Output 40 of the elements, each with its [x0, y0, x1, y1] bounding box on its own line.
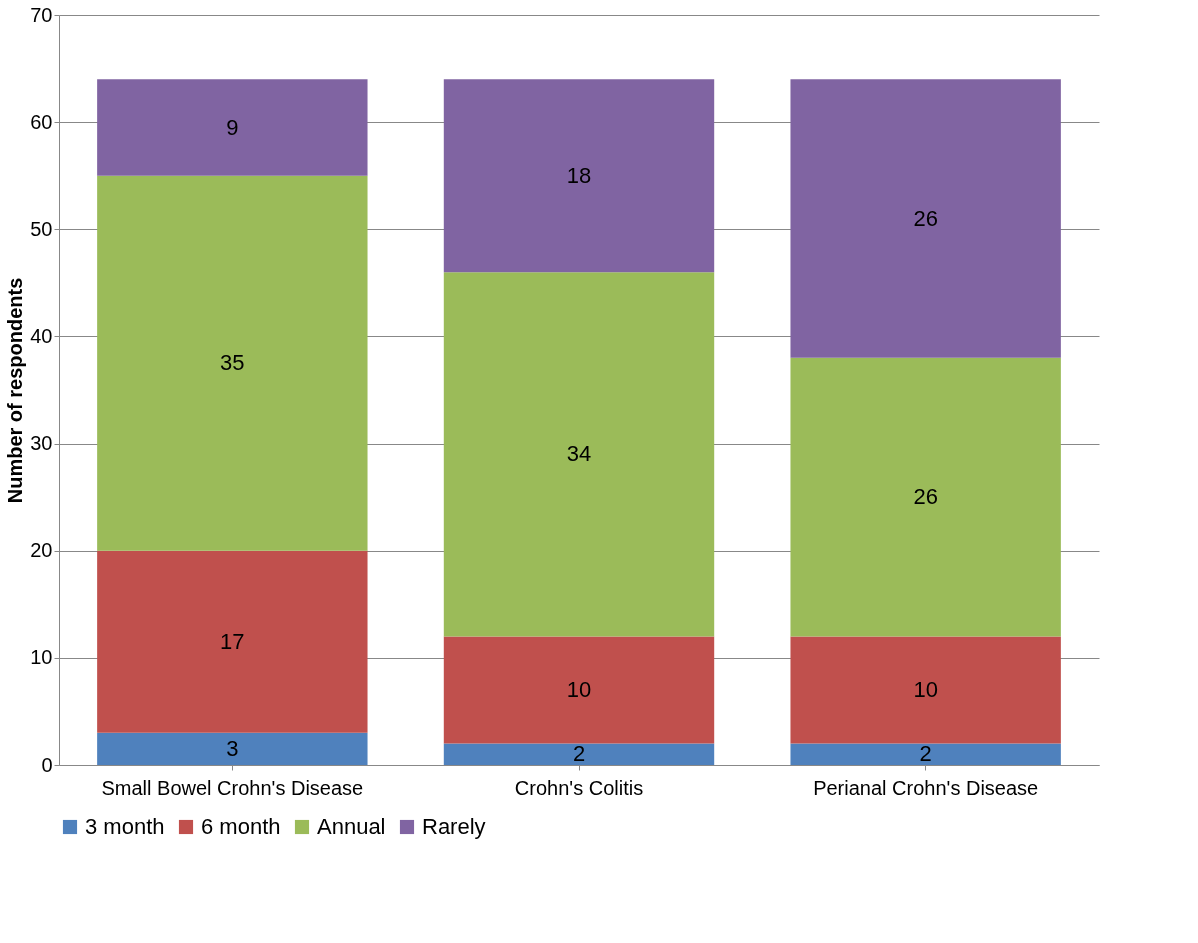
bar	[97, 175, 368, 551]
data-label: 10	[913, 677, 938, 702]
x-tick-label: Perianal Crohn's Disease	[813, 776, 1039, 799]
data-label: 18	[566, 162, 592, 188]
y-tick-label: 40	[30, 324, 53, 347]
bar	[790, 636, 1061, 744]
bar	[97, 550, 368, 733]
legend-label: 3 month	[85, 814, 165, 839]
bar	[790, 357, 1061, 637]
bar	[443, 636, 715, 744]
data-label: 26	[913, 484, 938, 510]
data-label: 9	[226, 114, 239, 140]
bar	[443, 272, 715, 637]
data-label: 17	[220, 628, 245, 654]
data-label: 26	[913, 205, 938, 231]
bar	[97, 79, 368, 176]
data-label: 3	[226, 735, 239, 761]
y-tick-label: 30	[30, 432, 53, 455]
legend-label: Annual	[317, 814, 386, 839]
y-tick-label: 20	[30, 539, 53, 562]
y-tick-label: 0	[41, 753, 53, 776]
data-label: 10	[566, 677, 592, 702]
bar	[97, 732, 368, 765]
bar	[443, 743, 715, 765]
data-label: 34	[566, 441, 592, 467]
y-tick-label: 70	[30, 3, 53, 26]
bar	[443, 79, 715, 273]
y-tick-label: 10	[30, 646, 53, 669]
legend-label: 6 month	[201, 814, 281, 839]
x-tick-label: Small Bowel Crohn's Disease	[101, 776, 364, 799]
data-label: 2	[572, 741, 586, 767]
y-axis-title: Number of respondents	[4, 277, 27, 504]
bar	[790, 79, 1061, 358]
y-tick-label: 60	[30, 110, 53, 133]
y-tick-label: 50	[30, 217, 53, 240]
legend-label: Rarely	[422, 814, 486, 839]
data-label: 2	[919, 741, 932, 767]
bar	[790, 743, 1061, 765]
data-label: 35	[220, 350, 245, 376]
x-tick-label: Crohn's Colitis	[514, 776, 644, 799]
